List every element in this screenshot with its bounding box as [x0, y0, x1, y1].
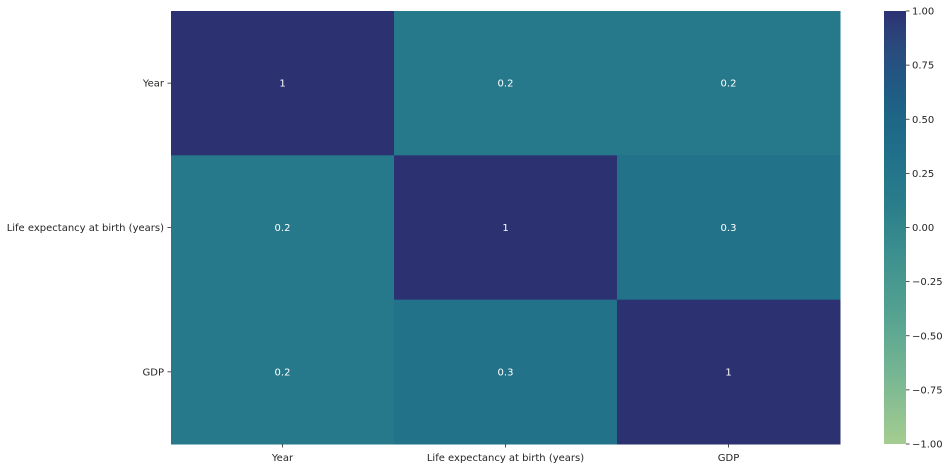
colorbar-tick-label: −0.25: [912, 277, 943, 288]
heatmap-cell-value: 1: [725, 367, 731, 378]
heatmap-cell: [394, 299, 618, 445]
x-tick-label: Year: [271, 453, 294, 464]
y-tick-label: Life expectancy at birth (years): [7, 223, 164, 234]
x-tick-label: Life expectancy at birth (years): [427, 453, 584, 464]
colorbar-tick-label: −0.75: [912, 385, 943, 396]
colorbar-tick-label: −1.00: [912, 440, 943, 451]
heatmap-cell-value: 0.3: [498, 367, 514, 378]
heatmap-cell: [617, 155, 841, 301]
heatmap-cell-value: 0.2: [275, 367, 291, 378]
heatmap-cell: [171, 299, 395, 445]
colorbar: −1.00 −0.75 −0.50 −0.25 0.00 0.25 0.50 0.75 1.00: [884, 7, 943, 451]
heatmap-cell: [171, 155, 395, 301]
colorbar-tick-label: 0.25: [912, 169, 934, 180]
colorbar-tick-label: 0.00: [912, 223, 934, 234]
heatmap-annotations: 1 0.2 0.2 0.2 1 0.3 0.2 0.3 1: [275, 79, 737, 379]
colorbar-tick-label: 0.50: [912, 115, 934, 126]
heatmap-cell: [171, 11, 395, 156]
heatmap-cell-value: 0.2: [498, 79, 514, 90]
colorbar-gradient: [884, 11, 906, 444]
colorbar-tick-label: −0.50: [912, 331, 943, 342]
x-tick-label: GDP: [718, 453, 739, 464]
heatmap-cell-value: 0.3: [721, 223, 737, 234]
heatmap-cell-value: 0.2: [275, 223, 291, 234]
heatmap-cell-value: 1: [502, 223, 508, 234]
x-axis: Year Life expectancy at birth (years) GDP: [271, 444, 739, 464]
heatmap-cell: [617, 299, 841, 445]
colorbar-tick-label: 0.75: [912, 61, 934, 72]
heatmap-cells: [171, 11, 841, 445]
heatmap-cell: [394, 155, 618, 301]
y-axis: Year Life expectancy at birth (years) GDP: [7, 79, 171, 378]
heatmap-cell-value: 0.2: [721, 79, 737, 90]
heatmap-cell-value: 1: [279, 79, 285, 90]
y-tick-label: GDP: [143, 367, 164, 378]
heatmap-cell: [394, 11, 618, 156]
heatmap-cell: [617, 11, 841, 156]
colorbar-tick-label: 1.00: [912, 7, 934, 18]
y-tick-label: Year: [142, 79, 165, 90]
